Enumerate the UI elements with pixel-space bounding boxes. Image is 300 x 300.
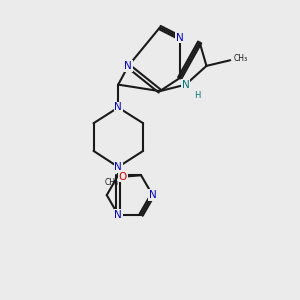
Text: N: N (124, 61, 132, 71)
Text: N: N (149, 190, 156, 200)
Text: CH₃: CH₃ (234, 54, 248, 63)
Text: N: N (114, 162, 122, 172)
Text: CH₃: CH₃ (104, 178, 118, 187)
Text: O: O (118, 172, 127, 182)
Text: N: N (176, 33, 184, 43)
Text: N: N (182, 80, 190, 90)
Text: H: H (194, 91, 200, 100)
Text: N: N (114, 210, 122, 220)
Text: N: N (114, 103, 122, 112)
